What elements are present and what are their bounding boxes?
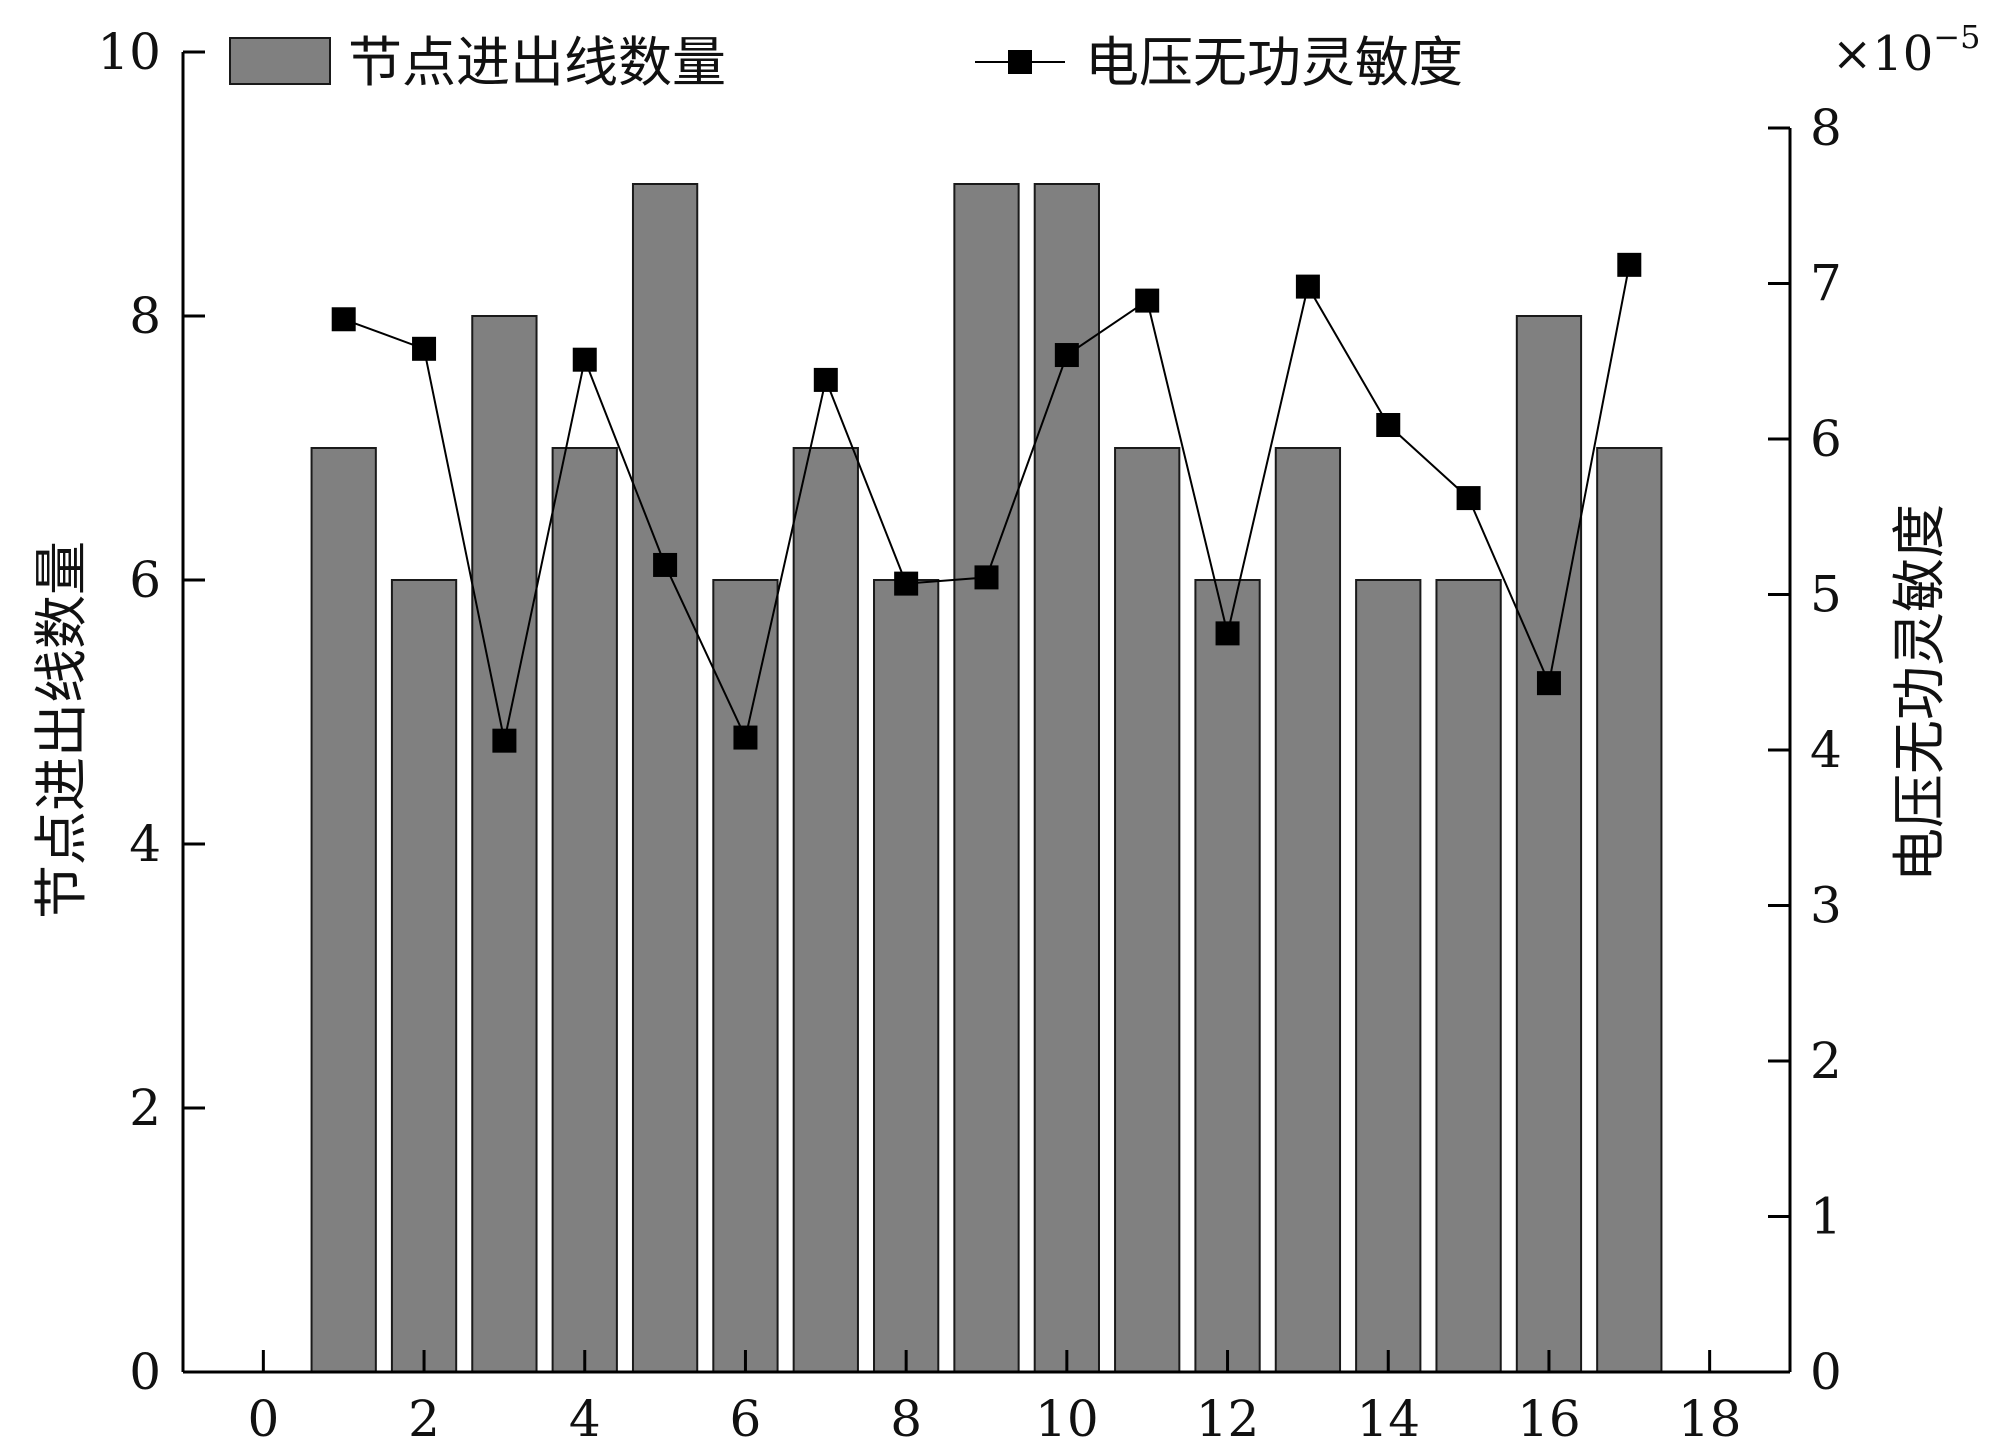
- bar: [873, 579, 940, 1373]
- sensitivity-marker: [1295, 274, 1320, 299]
- left-y-tick-label: 8: [129, 287, 161, 345]
- sensitivity-marker: [331, 307, 356, 332]
- right-axis-multiplier: ×10−5: [1832, 18, 1980, 82]
- bar: [390, 579, 458, 1373]
- left-axis-title: 节点进出线数量: [30, 541, 93, 919]
- legend-line-marker: [1008, 50, 1032, 74]
- sensitivity-marker: [1456, 486, 1481, 511]
- sensitivity-marker: [1536, 671, 1561, 696]
- right-axis-title: 电压无功灵敏度: [1888, 504, 1951, 882]
- bar: [1596, 447, 1663, 1373]
- bar: [712, 579, 779, 1373]
- right-axis-multiplier-exponent: −5: [1933, 18, 1980, 56]
- bar: [471, 315, 538, 1373]
- x-tick-label: 8: [890, 1390, 922, 1448]
- right-y-tick-label: 5: [1810, 566, 1842, 624]
- x-tick-label: 14: [1356, 1390, 1420, 1448]
- bar: [631, 183, 699, 1373]
- sensitivity-marker: [572, 347, 597, 372]
- bar: [1515, 315, 1583, 1373]
- left-y-tick-label: 4: [129, 815, 161, 873]
- bar: [1355, 579, 1422, 1373]
- right-y-tick-label: 1: [1810, 1188, 1842, 1246]
- legend: 节点进出线数量 电压无功灵敏度: [229, 31, 1463, 94]
- right-y-tick-label: 8: [1810, 99, 1842, 157]
- left-y-tick-label: 6: [129, 551, 161, 609]
- bar: [1435, 579, 1502, 1373]
- sensitivity-marker: [1135, 288, 1160, 313]
- sensitivity-marker: [1054, 343, 1079, 368]
- sensitivity-marker: [1376, 413, 1401, 438]
- left-y-tick-label: 10: [97, 23, 161, 81]
- left-y-tick-label: 2: [129, 1079, 161, 1137]
- sensitivity-marker: [653, 552, 678, 577]
- sensitivity-marker: [894, 571, 919, 596]
- line-series: [331, 252, 1642, 753]
- sensitivity-marker: [1215, 621, 1240, 646]
- x-tick-label: 2: [408, 1390, 440, 1448]
- sensitivity-marker: [813, 367, 838, 392]
- x-tick-label: 10: [1035, 1390, 1099, 1448]
- bar: [1114, 447, 1181, 1373]
- x-tick-label: 4: [569, 1390, 601, 1448]
- right-axis-multiplier-base: ×10: [1832, 26, 1933, 82]
- sensitivity-marker: [412, 336, 437, 361]
- bar: [792, 447, 859, 1373]
- bar: [310, 447, 377, 1373]
- x-tick-label: 16: [1517, 1390, 1581, 1448]
- right-y-tick-label: 0: [1810, 1343, 1842, 1401]
- left-y-tick-label: 0: [129, 1343, 161, 1401]
- sensitivity-marker: [974, 565, 999, 590]
- bar: [551, 447, 618, 1373]
- x-tick-label: 18: [1678, 1390, 1742, 1448]
- bar: [1194, 579, 1261, 1373]
- x-tick-label: 6: [730, 1390, 762, 1448]
- right-y-tick-label: 6: [1810, 410, 1842, 468]
- bar: [1274, 447, 1342, 1373]
- bar: [1033, 183, 1100, 1373]
- bars: [310, 183, 1663, 1373]
- bar: [953, 183, 1020, 1373]
- sensitivity-marker: [492, 728, 517, 753]
- legend-bar-label: 节点进出线数量: [348, 31, 726, 94]
- x-tick-label: 12: [1196, 1390, 1260, 1448]
- legend-bar-swatch: [229, 37, 331, 85]
- right-y-tick-label: 7: [1810, 255, 1842, 313]
- sensitivity-marker: [733, 725, 758, 750]
- legend-line-label: 电压无功灵敏度: [1085, 31, 1463, 94]
- x-tick-label: 0: [247, 1390, 279, 1448]
- right-y-tick-label: 2: [1810, 1032, 1842, 1090]
- sensitivity-marker: [1617, 252, 1642, 277]
- right-y-tick-label: 3: [1810, 877, 1842, 935]
- right-y-tick-label: 4: [1810, 721, 1842, 779]
